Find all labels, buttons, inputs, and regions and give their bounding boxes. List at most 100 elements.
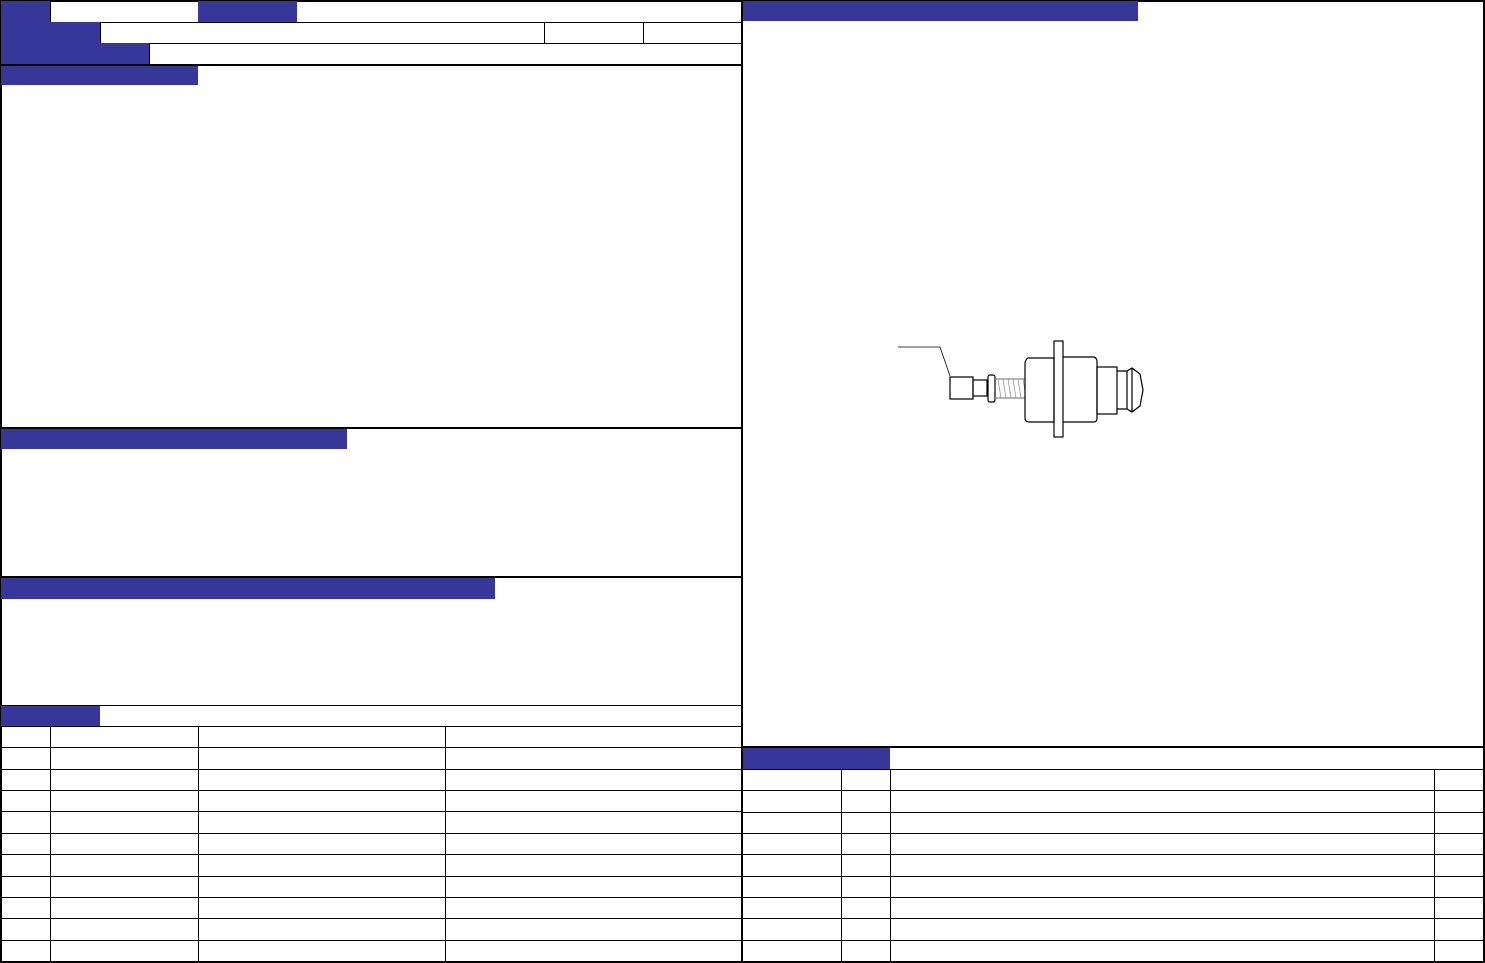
table-cell[interactable] [743,834,841,856]
table-cell[interactable] [50,897,198,920]
table-cell[interactable] [1434,834,1483,856]
table-cell[interactable] [890,770,1434,792]
table-cell[interactable] [445,940,742,962]
table-cell[interactable] [198,748,445,770]
divider [742,769,1485,770]
table-cell[interactable] [50,791,198,813]
table-cell[interactable] [1,812,50,834]
table-cell[interactable] [841,770,890,792]
table-cell[interactable] [198,855,445,877]
table-cell[interactable] [1434,919,1483,941]
table-cell[interactable] [1434,812,1483,834]
divider [0,427,742,429]
header-field-5[interactable] [643,22,742,43]
table-cell[interactable] [445,769,742,792]
table-cell[interactable] [50,940,198,962]
table-cell[interactable] [743,813,841,834]
header-field-6[interactable] [149,43,742,64]
table-cell[interactable] [198,769,445,792]
table-cell[interactable] [1,877,50,898]
table-cell[interactable] [1,941,50,962]
table-cell[interactable] [841,791,890,813]
table-cell[interactable] [50,855,198,877]
table-cell[interactable] [198,812,445,834]
table-cell[interactable] [890,834,1434,856]
table-cell[interactable] [1434,898,1483,920]
table-cell[interactable] [841,898,890,920]
table-cell[interactable] [743,855,841,877]
table-cell[interactable] [890,898,1434,920]
table-cell[interactable] [841,919,890,941]
right-table-header [743,748,890,769]
table-cell[interactable] [743,877,841,898]
table-cell[interactable] [50,727,198,749]
divider [0,705,742,706]
table-cell[interactable] [445,791,742,813]
table-cell[interactable] [1,770,50,792]
table-cell[interactable] [198,791,445,813]
table-cell[interactable] [743,941,841,962]
left-table-header [1,706,100,726]
divider [0,64,742,66]
table-cell[interactable] [890,791,1434,813]
table-cell[interactable] [445,812,742,834]
table-cell[interactable] [1,834,50,856]
table-cell[interactable] [445,833,742,856]
table-cell[interactable] [445,727,742,749]
table-cell[interactable] [198,833,445,856]
table-cell[interactable] [1,727,50,749]
table-cell[interactable] [1434,940,1483,962]
table-cell[interactable] [445,919,742,941]
table-cell[interactable] [841,812,890,834]
table-cell[interactable] [445,876,742,898]
table-cell[interactable] [1,791,50,813]
table-cell[interactable] [1434,855,1483,877]
table-cell[interactable] [50,833,198,856]
table-cell[interactable] [1434,876,1483,898]
header-field-3[interactable] [100,22,544,43]
table-cell[interactable] [890,812,1434,834]
table-cell[interactable] [890,855,1434,877]
table-cell[interactable] [1,855,50,877]
header-label-3 [1,22,100,44]
table-cell[interactable] [198,919,445,941]
table-cell[interactable] [1,748,50,770]
divider [0,576,742,578]
table-cell[interactable] [841,855,890,877]
divider [0,726,742,727]
table-cell[interactable] [890,919,1434,941]
table-cell[interactable] [743,898,841,920]
table-cell[interactable] [1434,791,1483,813]
table-cell[interactable] [841,876,890,898]
table-cell[interactable] [743,919,841,941]
table-cell[interactable] [198,876,445,898]
table-cell[interactable] [445,748,742,770]
divider [742,746,1485,748]
panel-divider [741,0,743,963]
table-cell[interactable] [841,834,890,856]
drawing-header [743,1,1138,21]
table-cell[interactable] [50,748,198,770]
table-cell[interactable] [841,940,890,962]
table-cell[interactable] [890,876,1434,898]
table-cell[interactable] [445,897,742,920]
table-cell[interactable] [890,940,1434,962]
table-cell[interactable] [743,770,841,792]
table-cell[interactable] [198,940,445,962]
table-cell[interactable] [198,897,445,920]
table-cell[interactable] [198,727,445,749]
table-cell[interactable] [50,876,198,898]
header-field-4[interactable] [544,22,643,43]
section-3-header [1,578,495,599]
table-cell[interactable] [1,919,50,941]
table-cell[interactable] [50,919,198,941]
header-field-1[interactable] [50,1,198,22]
table-cell[interactable] [1,898,50,920]
divider [100,43,742,44]
table-cell[interactable] [50,769,198,792]
table-cell[interactable] [50,812,198,834]
table-cell[interactable] [1434,770,1483,792]
table-cell[interactable] [445,855,742,877]
table-cell[interactable] [743,791,841,813]
